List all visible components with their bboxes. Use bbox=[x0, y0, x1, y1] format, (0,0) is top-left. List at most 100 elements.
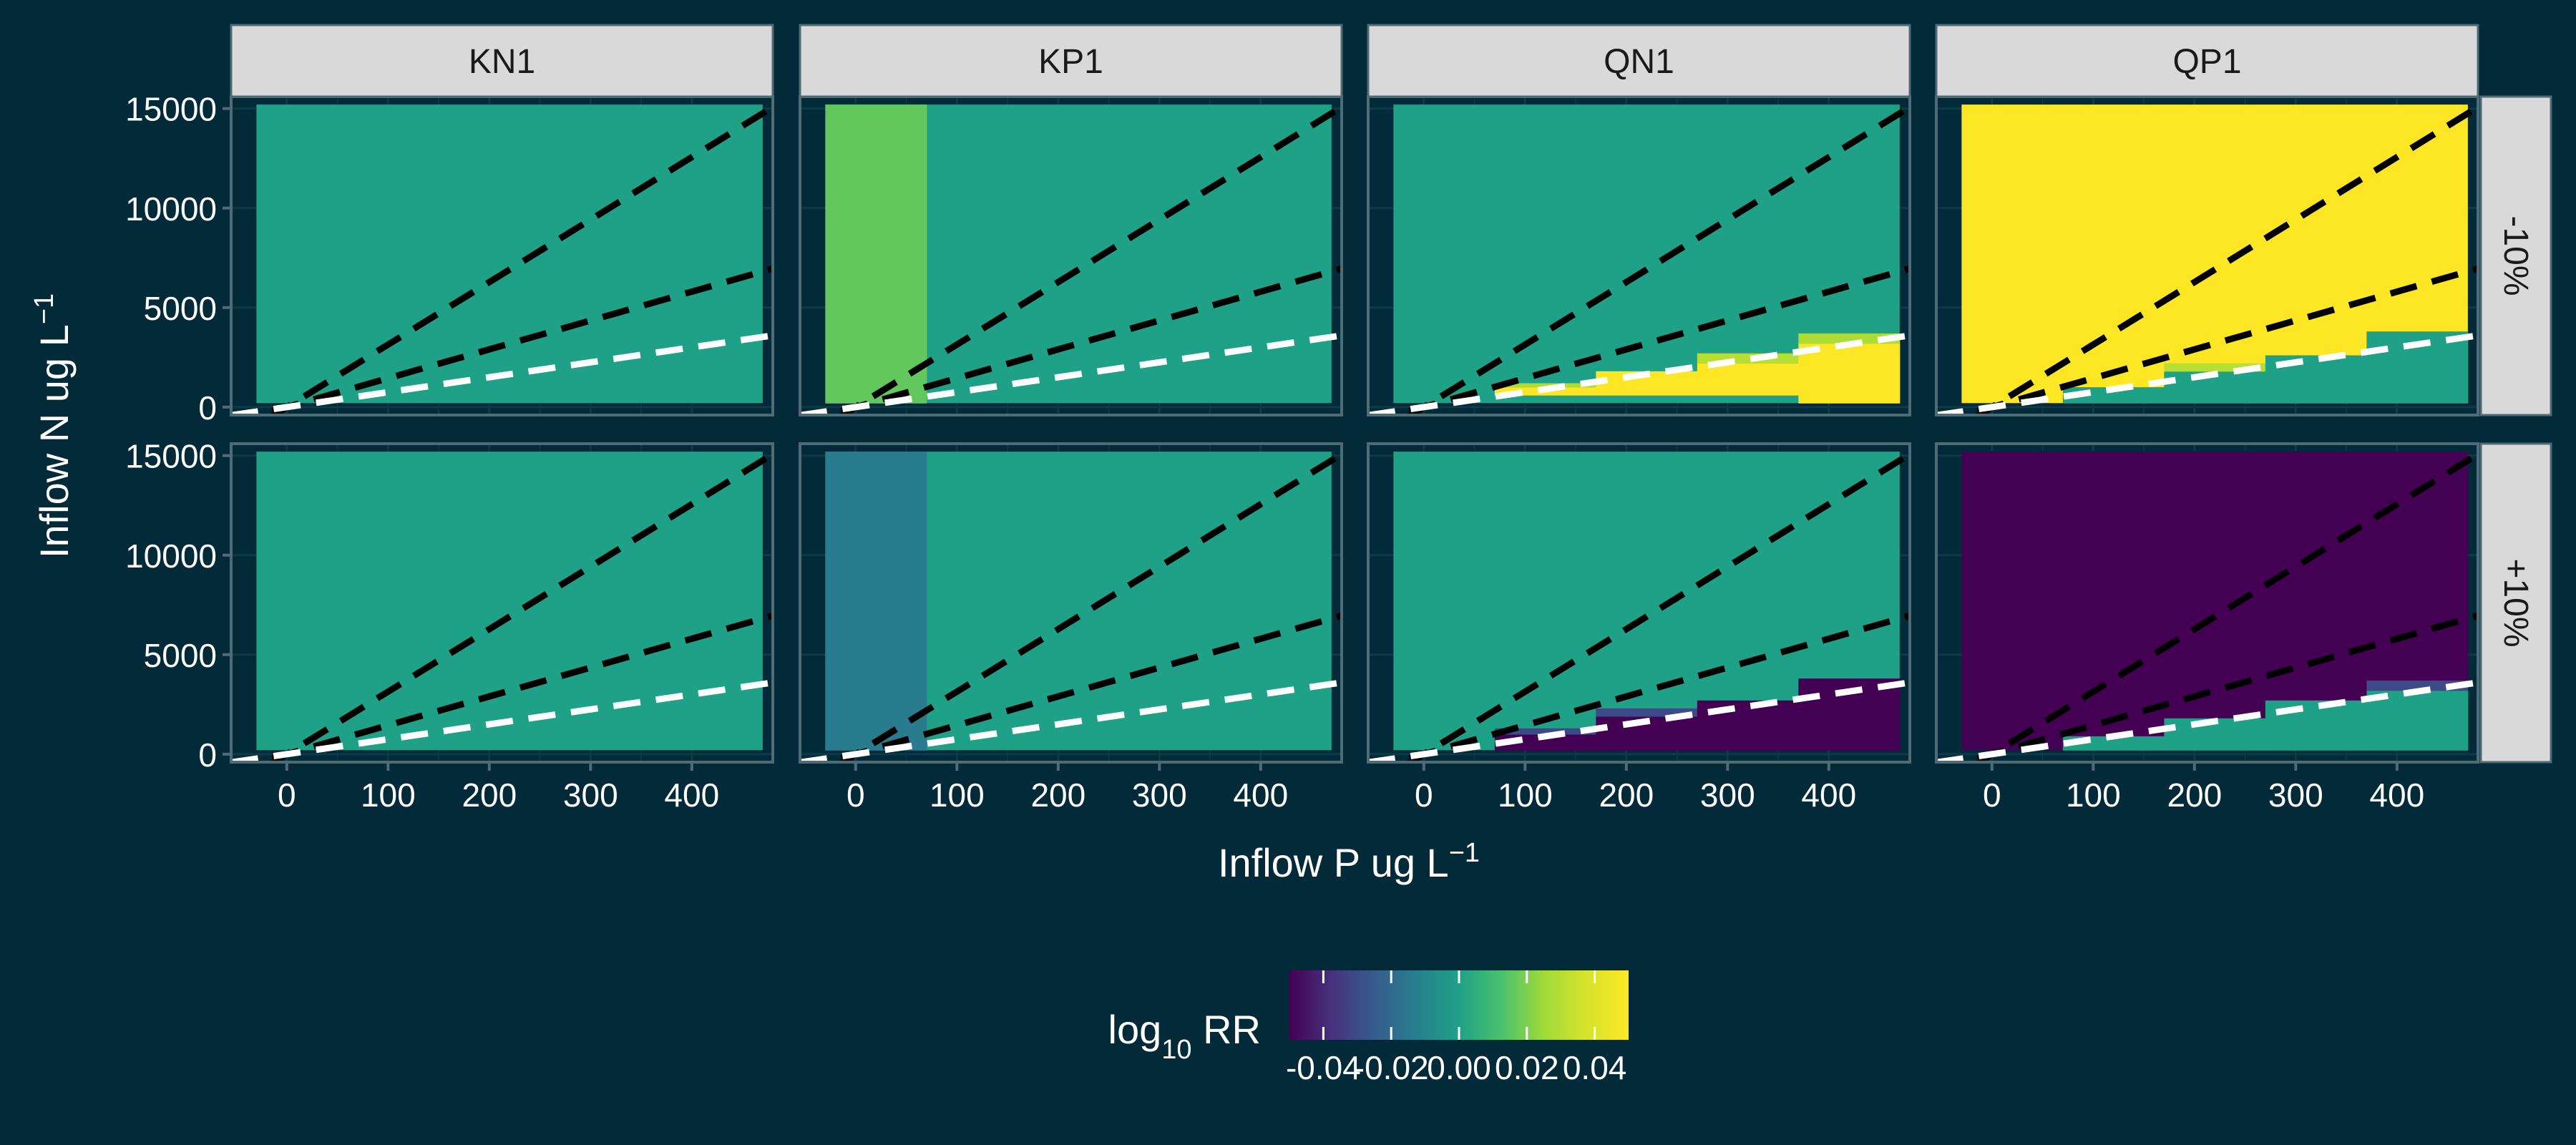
x-tick-label: 400 bbox=[1233, 776, 1288, 814]
heatmap-cell bbox=[2164, 363, 2266, 372]
ratio-lines bbox=[800, 451, 1342, 762]
panel-border bbox=[799, 442, 1343, 764]
heatmap-cell bbox=[1697, 363, 1799, 396]
ratio-line-white bbox=[1936, 332, 2478, 415]
row-strip-label-minus10pct: -10% bbox=[2497, 215, 2534, 296]
panel-qn1-minus10pct bbox=[1367, 95, 1911, 416]
heatmap-cell bbox=[1494, 383, 1596, 388]
ratio-line-black bbox=[247, 265, 773, 415]
ratio-line-black bbox=[836, 451, 1342, 762]
row-strip-label-plus10pct: +10% bbox=[2497, 558, 2534, 647]
x-tick-label: 200 bbox=[1030, 776, 1085, 814]
y-axis-title-superscript: −1 bbox=[29, 293, 59, 324]
x-tick-label: 100 bbox=[361, 776, 416, 814]
ratio-lines bbox=[1368, 451, 1910, 762]
ratio-line-white bbox=[1936, 679, 2478, 762]
heatmap-cell bbox=[825, 104, 927, 404]
panels-layer bbox=[230, 95, 2479, 764]
panel-kn1-minus10pct bbox=[230, 95, 774, 416]
ratio-lines bbox=[800, 104, 1342, 415]
legend-tick-label: -0.02 bbox=[1354, 1049, 1429, 1086]
ratio-line-white bbox=[1368, 332, 1910, 415]
ratio-line-white bbox=[231, 679, 773, 762]
panel-border bbox=[230, 442, 774, 764]
x-tick-label: 0 bbox=[847, 776, 865, 814]
x-tick-label: 0 bbox=[1415, 776, 1433, 814]
y-tick-label: 10000 bbox=[125, 190, 217, 228]
row-strip-plus10pct bbox=[2479, 442, 2552, 764]
heatmap-cell bbox=[2366, 690, 2469, 751]
legend-tick-label: 0.04 bbox=[1563, 1049, 1627, 1086]
panel-qn1-plus10pct bbox=[1367, 442, 1911, 764]
x-axis-title: Inflow P ug L−1 bbox=[1218, 838, 1480, 885]
ratio-line-black bbox=[1384, 612, 1910, 762]
x-tick-label: 200 bbox=[462, 776, 517, 814]
ratio-lines bbox=[231, 451, 773, 762]
ratio-line-black bbox=[816, 265, 1342, 415]
legend-tick-label: -0.04 bbox=[1286, 1049, 1361, 1086]
strip-qp1 bbox=[1935, 24, 2479, 98]
ratio-line-white bbox=[800, 332, 1342, 415]
facet-strips: KN1 KP1 QN1 QP1 -10% +10% bbox=[230, 24, 2552, 764]
heatmap-cell bbox=[1697, 700, 1799, 751]
heatmap-cell bbox=[2366, 680, 2469, 691]
panel-qp1-plus10pct bbox=[1935, 442, 2479, 764]
legend-tick-label: 0.02 bbox=[1495, 1049, 1559, 1086]
strip-label-kn1: KN1 bbox=[469, 43, 535, 81]
ratio-line-black bbox=[1952, 265, 2478, 415]
row-strip-minus10pct bbox=[2479, 95, 2552, 416]
x-tick-label: 300 bbox=[2268, 776, 2323, 814]
x-tick-label: 200 bbox=[1599, 776, 1654, 814]
x-tick-label: 0 bbox=[278, 776, 296, 814]
ratio-line-black bbox=[268, 104, 773, 415]
ratio-line-black bbox=[1952, 612, 2478, 762]
heatmap-cell bbox=[1596, 708, 1698, 717]
color-legend: log10 RR -0.04-0.020.00 0.02 0.04 bbox=[1108, 970, 1629, 1086]
strip-label-qn1: QN1 bbox=[1604, 43, 1674, 81]
ratio-lines bbox=[1368, 104, 1910, 415]
x-axis-title-main: Inflow P ug L bbox=[1218, 840, 1449, 885]
x-tick-label: 400 bbox=[2369, 776, 2424, 814]
heatmap-cell bbox=[1798, 343, 1901, 404]
panel-kp1-minus10pct bbox=[799, 95, 1343, 416]
x-tick-label: 400 bbox=[1801, 776, 1856, 814]
panel-border bbox=[1935, 442, 2479, 764]
ratio-line-black bbox=[268, 451, 773, 762]
panel-border bbox=[1367, 442, 1911, 764]
strip-kn1 bbox=[230, 24, 774, 98]
x-tick-label: 200 bbox=[2167, 776, 2222, 814]
ratio-line-white bbox=[231, 332, 773, 415]
x-tick-label: 300 bbox=[563, 776, 618, 814]
ratio-line-black bbox=[1384, 265, 1910, 415]
panel-kp1-plus10pct bbox=[799, 442, 1343, 764]
legend-title-main: log bbox=[1108, 1007, 1162, 1052]
x-tick-label: 100 bbox=[930, 776, 985, 814]
panel-qp1-minus10pct bbox=[1935, 95, 2479, 416]
ratio-line-black bbox=[816, 612, 1342, 762]
ratio-lines bbox=[231, 104, 773, 415]
y-tick-label: 10000 bbox=[125, 537, 217, 575]
ratio-line-black bbox=[1973, 451, 2478, 762]
ratio-line-black bbox=[1973, 104, 2478, 415]
y-axis-title: Inflow N ug L−1 bbox=[29, 293, 77, 558]
x-axis-title-superscript: −1 bbox=[1449, 838, 1480, 868]
ratio-lines bbox=[1936, 451, 2478, 762]
heatmap-fill bbox=[256, 452, 763, 751]
y-tick-label: 0 bbox=[198, 389, 217, 427]
heatmap-cell bbox=[1798, 333, 1901, 344]
heatmap-fill bbox=[256, 104, 763, 404]
x-tick-label: 400 bbox=[664, 776, 719, 814]
x-tick-label: 0 bbox=[1983, 776, 2001, 814]
heatmap-cell bbox=[825, 452, 927, 751]
y-tick-label: 15000 bbox=[125, 91, 217, 128]
ratio-line-black bbox=[1405, 451, 1910, 762]
y-axis-title-main: Inflow N ug L bbox=[31, 324, 77, 558]
ratio-line-white bbox=[800, 679, 1342, 762]
strip-qn1 bbox=[1367, 24, 1911, 98]
legend-ticks: -0.04-0.020.00 0.02 0.04 bbox=[1286, 970, 1626, 1086]
legend-title-rest: RR bbox=[1192, 1007, 1261, 1052]
x-tick-label: 300 bbox=[1700, 776, 1755, 814]
y-tick-label: 0 bbox=[198, 736, 217, 774]
